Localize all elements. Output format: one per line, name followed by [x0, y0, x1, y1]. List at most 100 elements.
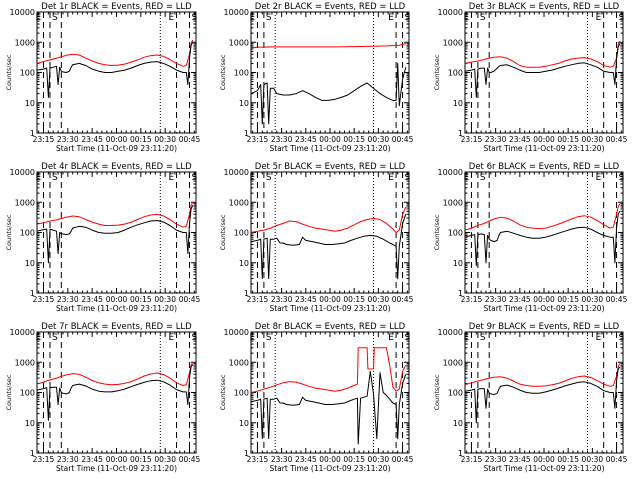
x-tick-label: 00:00 [533, 135, 555, 144]
lld-series-line [36, 362, 194, 386]
x-tick-label: 23:45 [81, 455, 103, 464]
x-tick-label: 23:45 [509, 295, 531, 304]
events-series-line [36, 364, 194, 421]
x-tick-label: 23:15 [247, 455, 269, 464]
marker-label: E [249, 173, 255, 183]
y-tick-label: 10 [239, 99, 249, 108]
x-axis-label: Start Time (11-Oct-09 23:11:20) [269, 464, 390, 473]
marker-label: E [596, 333, 602, 343]
marker-label: S [192, 333, 198, 343]
lld-series-line [36, 39, 194, 67]
x-axis-label: Start Time (11-Oct-09 23:11:20) [483, 144, 604, 153]
y-tick-label: 1 [458, 129, 463, 138]
y-tick-label: 1000 [229, 38, 249, 47]
y-tick-label: 100 [20, 229, 35, 238]
x-tick-label: 00:45 [179, 295, 201, 304]
y-tick-label: 1000 [15, 38, 35, 47]
y-tick-label: 10000 [10, 328, 35, 337]
marker-label: S [480, 173, 486, 183]
y-tick-label: 100 [20, 69, 35, 78]
marker-label: E [463, 333, 469, 343]
x-tick-label: 00:15 [343, 135, 365, 144]
x-tick-label: 23:45 [295, 455, 317, 464]
x-tick-label: 00:15 [343, 295, 365, 304]
y-tick-label: 1 [458, 289, 463, 298]
x-tick-label: 00:30 [368, 455, 390, 464]
x-tick-label: 00:15 [557, 135, 579, 144]
y-tick-label: 10 [239, 259, 249, 268]
plot-title: Det 5r BLACK = Events, RED = LLD [255, 162, 406, 172]
x-tick-label: 23:15 [247, 135, 269, 144]
lld-series-line [36, 202, 194, 228]
marker-label: E [388, 13, 394, 23]
y-tick-label: 10000 [438, 168, 463, 177]
x-tick-label: 00:15 [130, 135, 152, 144]
marker-label: E [463, 173, 469, 183]
x-tick-label: 00:45 [179, 455, 201, 464]
detector-plot-1: Det 1r BLACK = Events, RED = LLD 1 10 100 10… [5, 2, 201, 153]
x-tick-label: 00:00 [533, 295, 555, 304]
marker-label: E [249, 13, 255, 23]
lld-series-line [250, 206, 407, 233]
marker-label: S [52, 13, 58, 23]
marker-label: S [52, 333, 58, 343]
x-tick-label: 00:00 [319, 295, 341, 304]
y-axis-label: Counts/sec [433, 54, 441, 90]
y-tick-label: 1000 [443, 198, 463, 207]
x-tick-label: 00:15 [130, 295, 152, 304]
x-tick-label: 23:45 [295, 135, 317, 144]
x-tick-label: 23:15 [33, 295, 55, 304]
marker-label: S [192, 173, 198, 183]
x-tick-label: 23:30 [485, 295, 507, 304]
y-tick-label: 10 [453, 259, 463, 268]
x-axis-label: Start Time (11-Oct-09 23:11:20) [56, 304, 177, 313]
y-tick-label: 100 [234, 229, 249, 238]
x-tick-label: 00:15 [343, 455, 365, 464]
x-tick-label: 00:30 [368, 135, 390, 144]
marker-label: E [35, 333, 41, 343]
x-tick-label: 00:45 [392, 295, 414, 304]
marker-label: S [405, 13, 411, 23]
x-tick-label: 00:45 [179, 135, 201, 144]
y-axis-label: Counts/sec [433, 214, 441, 250]
marker-label: S [480, 13, 486, 23]
plot-title: Det 3r BLACK = Events, RED = LLD [469, 2, 620, 12]
y-tick-label: 10000 [438, 328, 463, 337]
marker-label: S [266, 13, 272, 23]
plot-title: Det 4r BLACK = Events, RED = LLD [41, 162, 192, 172]
lld-series-line [464, 203, 621, 231]
x-tick-label: 23:30 [271, 135, 293, 144]
plot-title: Det 6r BLACK = Events, RED = LLD [469, 162, 620, 172]
x-tick-label: 23:15 [247, 295, 269, 304]
plot-title: Det 9r BLACK = Events, RED = LLD [469, 322, 620, 332]
y-tick-label: 1 [30, 289, 35, 298]
x-axis-label: Start Time (11-Oct-09 23:11:20) [56, 464, 177, 473]
detector-plot-4: Det 4r BLACK = Events, RED = LLD 1 10 100 10… [5, 162, 201, 313]
y-tick-label: 10 [453, 419, 463, 428]
events-series-line [464, 366, 621, 424]
x-axis-label: Start Time (11-Oct-09 23:11:20) [56, 144, 177, 153]
x-tick-label: 00:45 [606, 135, 628, 144]
marker-label: S [405, 173, 411, 183]
y-tick-label: 10 [239, 419, 249, 428]
x-tick-label: 00:45 [392, 135, 414, 144]
y-tick-label: 1 [244, 449, 249, 458]
y-axis-label: Counts/sec [5, 374, 13, 410]
marker-label: E [596, 13, 602, 23]
x-tick-label: 00:30 [582, 135, 604, 144]
x-tick-label: 00:00 [106, 295, 128, 304]
y-tick-label: 10000 [10, 8, 35, 17]
x-tick-label: 23:30 [485, 455, 507, 464]
x-tick-label: 00:00 [533, 455, 555, 464]
x-tick-label: 23:45 [81, 295, 103, 304]
x-tick-label: 00:30 [154, 295, 176, 304]
detector-plot-3: Det 3r BLACK = Events, RED = LLD 1 10 100 10… [433, 2, 628, 153]
x-tick-label: 00:30 [154, 135, 176, 144]
y-tick-label: 1 [30, 449, 35, 458]
marker-label: E [35, 173, 41, 183]
y-tick-label: 1 [458, 449, 463, 458]
marker-label: E [169, 333, 175, 343]
marker-label: E [388, 333, 394, 343]
x-tick-label: 00:00 [319, 135, 341, 144]
detector-plot-2: Det 2r BLACK = Events, RED = LLD 1 10 100 10… [219, 2, 414, 153]
